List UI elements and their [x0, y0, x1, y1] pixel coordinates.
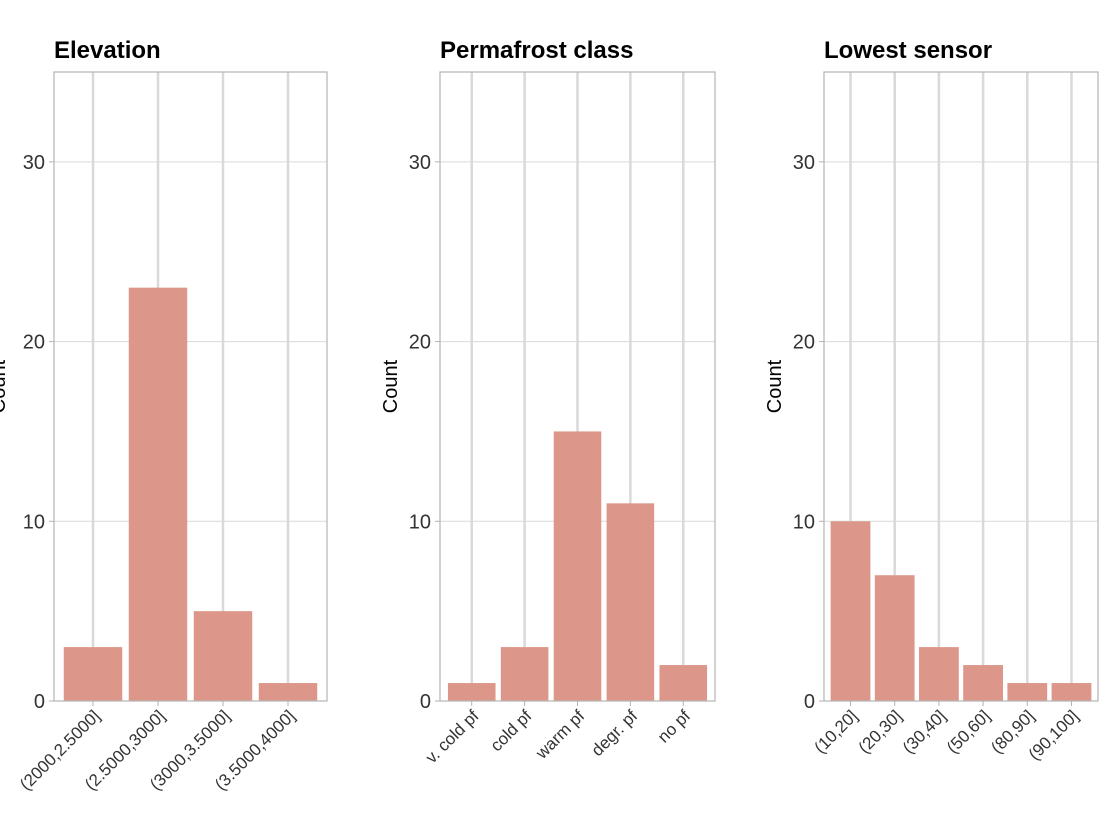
y-tick-label: 20 [793, 332, 815, 354]
bar-1 [447, 683, 496, 701]
x-tick-label: (10,20] [810, 706, 861, 757]
bar-3 [919, 647, 959, 701]
y-tick-label: 30 [409, 152, 431, 174]
bar-3 [193, 611, 253, 701]
y-tick-label: 30 [793, 152, 815, 174]
x-tick-label: v. cold pf [422, 706, 483, 767]
bar-4 [963, 665, 1003, 701]
panel-1: 0102030(2000,2.5000](2.5000,3000](3000,3… [0, 37, 328, 794]
bar-1 [63, 647, 123, 701]
bar-5 [659, 665, 708, 701]
y-tick-label: 30 [23, 152, 45, 174]
panel-title: Lowest sensor [824, 37, 992, 64]
bar-6 [1051, 683, 1092, 701]
bar-4 [606, 503, 655, 701]
y-tick-label: 10 [23, 511, 45, 533]
y-tick-label: 20 [23, 332, 45, 354]
y-tick-label: 10 [793, 511, 815, 533]
x-tick-label: degr. pf [588, 706, 642, 760]
y-tick-label: 0 [34, 691, 45, 713]
bar-2 [128, 287, 188, 701]
y-tick-label: 10 [409, 511, 431, 533]
panel-title: Elevation [54, 37, 161, 64]
y-tick-label: 20 [409, 332, 431, 354]
bar-2 [500, 647, 549, 701]
x-tick-label: warm pf [531, 706, 588, 763]
x-tick-label: (30,40] [899, 706, 950, 757]
y-tick-label: 0 [420, 691, 431, 713]
bar-2 [874, 575, 915, 701]
bar-3 [553, 431, 602, 701]
panel-3: 0102030(10,20](20,30](30,40](50,60](80,9… [764, 37, 1099, 764]
x-tick-label: (20,30] [855, 706, 906, 757]
y-axis-label: Count [0, 359, 10, 413]
panel-frame [53, 71, 328, 702]
x-tick-label: cold pf [487, 706, 536, 755]
bar-4 [258, 683, 318, 701]
bar-1 [830, 521, 871, 701]
panel-frame [823, 71, 1099, 702]
y-axis-label: Count [764, 359, 786, 413]
y-axis-label: Count [380, 359, 402, 413]
panel-title: Permafrost class [440, 37, 633, 64]
x-tick-label: no pf [654, 706, 694, 746]
x-tick-label: (90,100] [1025, 706, 1083, 764]
x-tick-label: (50,60] [943, 706, 994, 757]
y-tick-label: 0 [804, 691, 815, 713]
bar-5 [1007, 683, 1048, 701]
